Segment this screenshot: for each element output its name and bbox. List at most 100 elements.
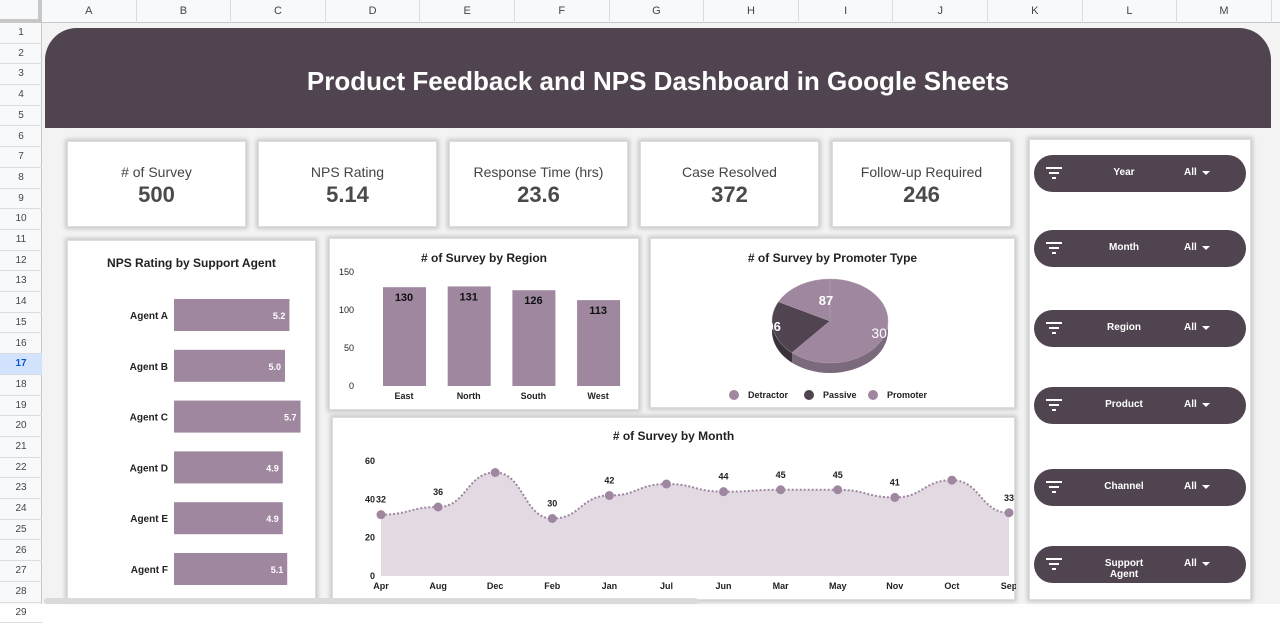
kpi-card: Response Time (hrs) 23.6 — [449, 141, 628, 227]
kpi-label: Response Time (hrs) — [473, 164, 604, 180]
row-header-15[interactable]: 15 — [0, 313, 42, 334]
point-label: 30 — [547, 499, 557, 509]
kpi-card: Follow-up Required 246 — [832, 141, 1011, 227]
bar-label: 126 — [524, 295, 542, 307]
row-header-19[interactable]: 19 — [0, 396, 42, 417]
agent-label: Agent A — [130, 311, 168, 322]
row-header-28[interactable]: 28 — [0, 582, 42, 603]
data-point — [776, 485, 786, 495]
kpi-card: NPS Rating 5.14 — [258, 141, 437, 227]
data-point — [947, 475, 957, 485]
filter-channel[interactable]: Channel All — [1034, 469, 1246, 506]
row-header-16[interactable]: 16 — [0, 334, 42, 355]
x-tick: South — [521, 391, 547, 401]
filter-icon — [1046, 322, 1062, 334]
row-header-4[interactable]: 4 — [0, 85, 42, 106]
column-header-H[interactable]: H — [704, 0, 799, 23]
point-label: 42 — [604, 476, 614, 486]
agent-label: Agent B — [130, 362, 168, 373]
agent-label: Agent E — [130, 514, 168, 525]
point-label: 41 — [890, 477, 900, 487]
column-header-I[interactable]: I — [799, 0, 894, 23]
filter-label: Region — [1107, 322, 1141, 333]
filter-year[interactable]: Year All — [1034, 155, 1246, 192]
row-header-1[interactable]: 1 — [0, 23, 42, 44]
agent-label: Agent C — [130, 413, 168, 424]
bar-label: 4.9 — [266, 514, 279, 524]
row-header-25[interactable]: 25 — [0, 520, 42, 541]
column-header-G[interactable]: G — [610, 0, 705, 23]
column-header-J[interactable]: J — [893, 0, 988, 23]
y-tick: 0 — [349, 381, 354, 391]
row-header-24[interactable]: 24 — [0, 499, 42, 520]
region-bar — [383, 287, 426, 386]
x-tick: North — [457, 391, 481, 401]
x-tick: East — [394, 391, 413, 401]
row-header-18[interactable]: 18 — [0, 375, 42, 396]
row-header-6[interactable]: 6 — [0, 127, 42, 148]
kpi-label: # of Survey — [121, 164, 192, 180]
month-survey-chart: # of Survey by Month 0 20 40 60 32 Apr 36 Aug De… — [332, 417, 1016, 600]
filter-icon — [1046, 481, 1062, 493]
data-point — [547, 514, 557, 523]
row-header-11[interactable]: 11 — [0, 230, 42, 251]
data-point — [661, 479, 671, 489]
row-header-17[interactable]: 17 — [0, 354, 42, 375]
data-point — [1004, 508, 1014, 518]
kpi-label: NPS Rating — [310, 164, 385, 180]
row-header-2[interactable]: 2 — [0, 44, 42, 65]
column-header-L[interactable]: L — [1083, 0, 1178, 23]
row-header-9[interactable]: 9 — [0, 189, 42, 210]
agent-bar — [174, 299, 290, 331]
x-tick: Oct — [944, 581, 959, 591]
row-header-20[interactable]: 20 — [0, 416, 42, 437]
row-header-14[interactable]: 14 — [0, 292, 42, 313]
filter-month[interactable]: Month All — [1034, 230, 1246, 267]
agent-nps-chart: NPS Rating by Support Agent Agent A 5.2 Ag… — [67, 240, 316, 600]
chart-title: # of Survey by Month — [612, 429, 735, 443]
column-header-E[interactable]: E — [420, 0, 515, 23]
column-header-C[interactable]: C — [231, 0, 326, 23]
column-header-K[interactable]: K — [988, 0, 1083, 23]
y-tick: 0 — [370, 571, 375, 581]
agent-label: Agent F — [131, 565, 168, 576]
row-header-10[interactable]: 10 — [0, 209, 42, 230]
filter-support-agent[interactable]: Support Agent All — [1034, 546, 1246, 583]
row-header-27[interactable]: 27 — [0, 561, 42, 582]
row-header-12[interactable]: 12 — [0, 251, 42, 272]
y-tick: 60 — [365, 456, 375, 466]
filter-icon — [1046, 558, 1062, 570]
column-header-B[interactable]: B — [137, 0, 232, 23]
row-header-5[interactable]: 5 — [0, 106, 42, 127]
column-header-F[interactable]: F — [515, 0, 610, 23]
horizontal-scrollbar[interactable] — [44, 598, 698, 604]
kpi-label: Case Resolved — [682, 164, 777, 180]
row-header-13[interactable]: 13 — [0, 271, 42, 293]
bar-label: 131 — [460, 291, 478, 303]
filter-value: All — [1184, 481, 1197, 492]
row-header-26[interactable]: 26 — [0, 541, 42, 562]
x-tick: Apr — [373, 581, 389, 591]
promoter-type-chart: # of Survey by Promoter Type 87 106 307 Det… — [650, 238, 1015, 408]
chevron-down-icon — [1202, 403, 1210, 407]
agent-bar — [174, 553, 288, 585]
filter-region[interactable]: Region All — [1034, 310, 1246, 347]
legend-marker — [804, 390, 814, 400]
column-header-M[interactable]: M — [1177, 0, 1272, 23]
bar-label: 4.9 — [266, 463, 279, 473]
row-header-22[interactable]: 22 — [0, 458, 42, 479]
row-header-29[interactable]: 29 — [0, 603, 42, 623]
row-header-3[interactable]: 3 — [0, 64, 42, 86]
x-tick: Jul — [660, 581, 673, 591]
select-all-corner[interactable] — [0, 0, 42, 23]
row-header-7[interactable]: 7 — [0, 147, 42, 168]
row-header-21[interactable]: 21 — [0, 437, 42, 458]
point-label: 45 — [776, 470, 786, 480]
agent-bar — [174, 349, 285, 382]
filter-product[interactable]: Product All — [1034, 387, 1246, 424]
column-header-D[interactable]: D — [326, 0, 421, 23]
row-header-8[interactable]: 8 — [0, 168, 42, 189]
column-header-A[interactable]: A — [42, 0, 137, 23]
row-header-23[interactable]: 23 — [0, 478, 42, 500]
bar-label: 5.0 — [268, 362, 281, 372]
